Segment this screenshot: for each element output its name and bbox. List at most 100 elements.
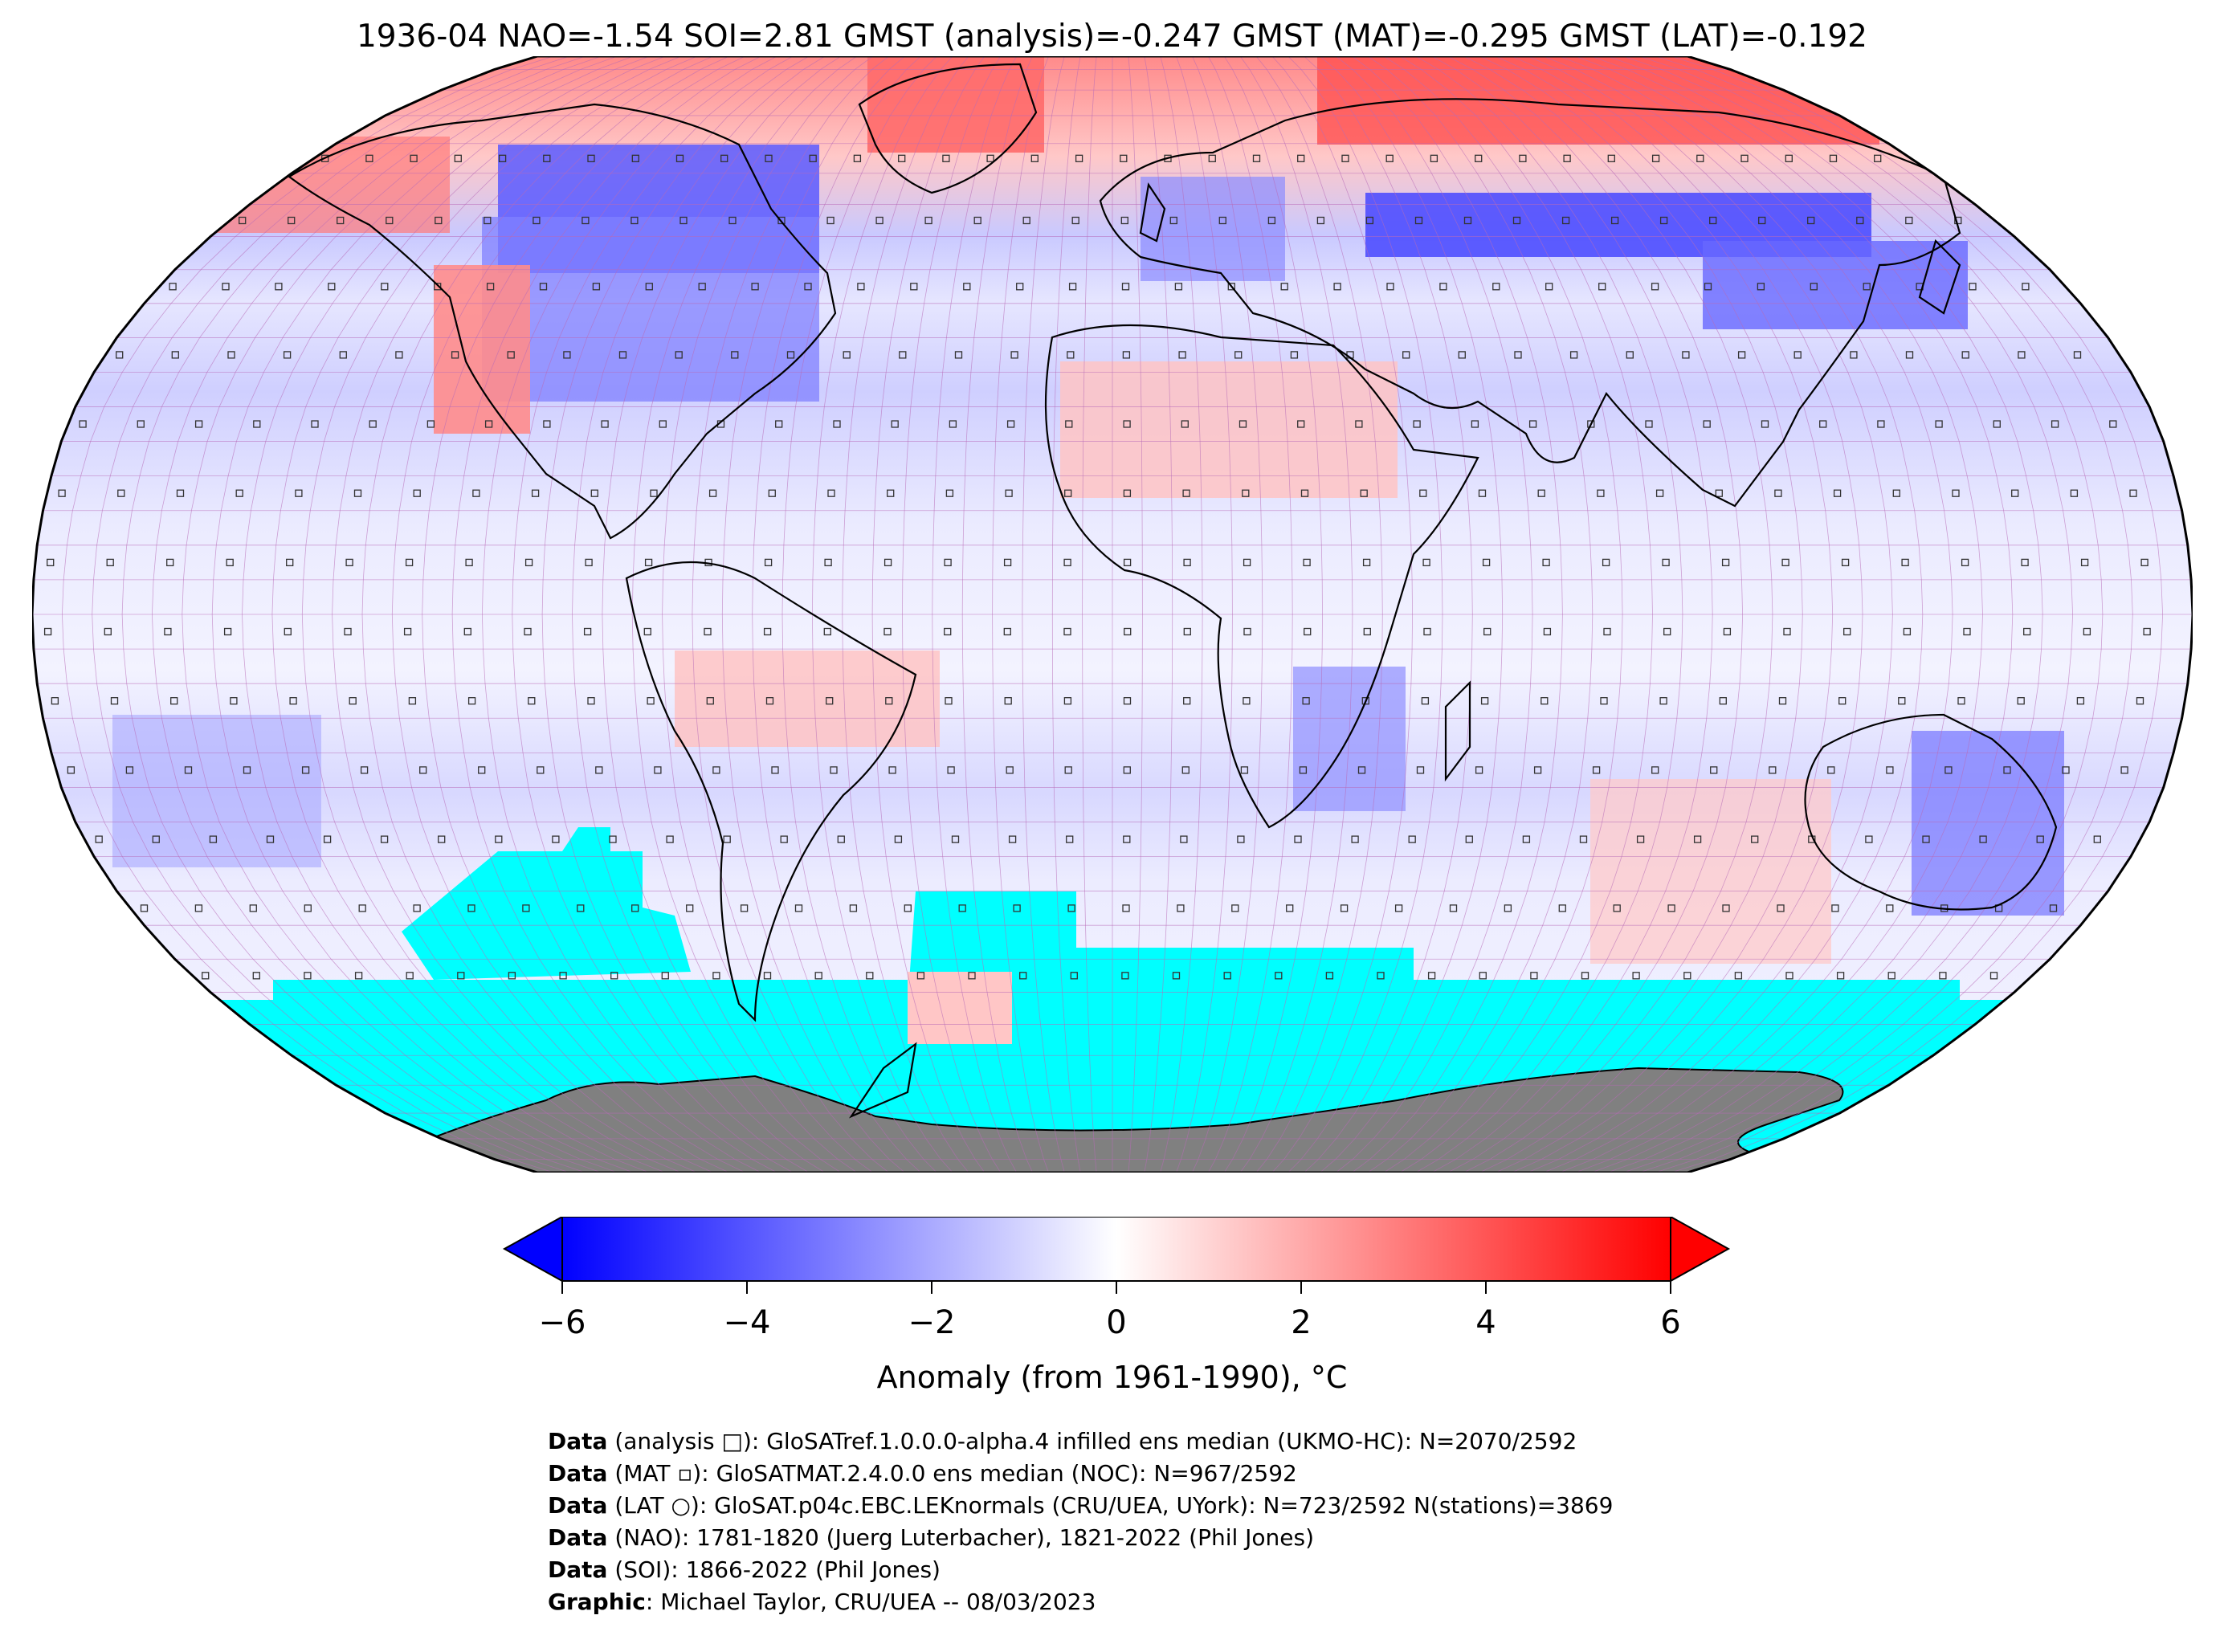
analysis-cell-marker [1856, 216, 1864, 225]
analysis-cell-marker [184, 766, 193, 774]
analysis-cell-marker [587, 154, 595, 162]
analysis-cell-marker [883, 558, 892, 567]
analysis-cell-marker [386, 216, 394, 225]
analysis-cell-marker [833, 420, 841, 428]
analysis-cell-marker [945, 489, 954, 497]
analysis-cell-marker [643, 627, 651, 636]
analysis-cell-marker [645, 283, 653, 291]
analysis-cell-marker [804, 283, 812, 291]
analysis-cell-marker [887, 489, 895, 497]
analysis-cell-marker [944, 558, 952, 567]
analysis-cell-marker [537, 766, 545, 774]
analysis-cell-marker [413, 904, 421, 912]
analysis-cell-marker [814, 972, 822, 980]
analysis-cell-marker [1522, 835, 1531, 843]
analysis-cell-marker [110, 697, 119, 705]
colorbar-tick-label: 4 [1475, 1304, 1496, 1341]
meridian-line [961, 56, 1033, 1173]
analysis-cell-marker [403, 627, 412, 636]
analysis-cell-marker [1592, 766, 1601, 774]
analysis-cell-marker [1957, 697, 1965, 705]
analysis-cell-marker [170, 697, 178, 705]
analysis-cell-marker [253, 420, 261, 428]
analysis-cell-marker [1333, 283, 1341, 291]
meridian-line [391, 56, 729, 1173]
analysis-cell-marker [323, 835, 332, 843]
analysis-cell-marker [1892, 489, 1900, 497]
figure-title: 1936-04 NAO=-1.54 SOI=2.81 GMST (analysi… [356, 18, 1867, 55]
analysis-cell-marker [780, 835, 788, 843]
analysis-cell-marker [898, 154, 906, 162]
meridian-line [992, 56, 1049, 1173]
analysis-cell-marker [1540, 697, 1549, 705]
analysis-cell-marker [337, 216, 345, 225]
analysis-cell-marker [1963, 627, 1971, 636]
meridian-line [1655, 56, 2133, 1173]
analysis-cell-marker [1758, 216, 1766, 225]
analysis-cell-marker [765, 154, 773, 162]
analysis-cell-marker [1123, 766, 1131, 774]
analysis-cell-marker [2140, 558, 2149, 567]
coastline-south-america [625, 561, 917, 1022]
meridian-line [1383, 56, 1623, 1173]
analysis-cell-marker [1528, 420, 1537, 428]
analysis-cell-marker [904, 904, 912, 912]
meridian-line [1591, 56, 2014, 1173]
meridian-line [61, 56, 554, 1173]
colorbar: −6 −4 −2 0 2 4 6 [502, 1217, 1731, 1341]
analysis-cell-marker [827, 489, 835, 497]
meridian-line [1607, 56, 2043, 1173]
analysis-cell-marker [1016, 283, 1024, 291]
analysis-cell-marker [704, 627, 712, 636]
analysis-cell-marker [585, 558, 593, 567]
analysis-cell-marker [1961, 558, 1969, 567]
meridian-line [1082, 56, 1097, 1173]
colorbar-tick-label: −4 [724, 1304, 771, 1341]
meridian-line [182, 56, 618, 1173]
analysis-cell-marker [345, 558, 353, 567]
analysis-cell-marker [140, 904, 149, 912]
analysis-cell-marker [1218, 216, 1226, 225]
analysis-cell-marker [1120, 154, 1128, 162]
analysis-cell-marker [164, 627, 172, 636]
analysis-cell-marker [1286, 904, 1294, 912]
analysis-cell-marker [283, 351, 292, 359]
analysis-cell-marker [986, 154, 994, 162]
analysis-cell-marker [169, 283, 177, 291]
analysis-cell-marker [349, 697, 357, 705]
analysis-cell-marker [202, 972, 210, 980]
analysis-cell-marker [1008, 835, 1017, 843]
analysis-cell-marker [539, 283, 548, 291]
analysis-cell-marker [104, 627, 112, 636]
analysis-cell-marker [1242, 489, 1250, 497]
analysis-cell-marker [916, 972, 925, 980]
anomaly-map [32, 56, 2193, 1173]
analysis-cell-marker [413, 489, 421, 497]
analysis-cell-marker [1836, 972, 1845, 980]
analysis-cell-marker [698, 283, 706, 291]
analysis-cell-marker [1905, 216, 1913, 225]
analysis-cell-marker [1465, 835, 1473, 843]
analysis-cell-marker [230, 697, 238, 705]
analysis-cell-marker [1740, 154, 1749, 162]
meridian-line [1176, 56, 1233, 1173]
meridian-line [1336, 56, 1533, 1173]
credit-line: Data (MAT ▫): GloSATMAT.2.4.0.0 ens medi… [548, 1460, 1297, 1487]
analysis-cell-marker [1827, 766, 1835, 774]
analysis-cell-marker [1304, 627, 1312, 636]
meridian-line [932, 56, 1018, 1173]
analysis-cell-marker [740, 904, 749, 912]
anomaly-warm-alaska [32, 137, 450, 233]
coastline-uk [1139, 182, 1166, 243]
analysis-cell-marker [885, 697, 893, 705]
meridian-line [1192, 56, 1263, 1173]
analysis-cell-marker [731, 351, 739, 359]
analysis-cell-marker [426, 420, 435, 428]
analysis-cell-marker [226, 558, 234, 567]
analysis-cell-marker [284, 627, 292, 636]
analysis-cell-marker [587, 697, 595, 705]
analysis-cell-marker [823, 627, 831, 636]
analysis-cell-marker [522, 904, 530, 912]
no-data-south-indian [908, 891, 1414, 1004]
anomaly-warm-indian-ocean [1590, 779, 1831, 964]
